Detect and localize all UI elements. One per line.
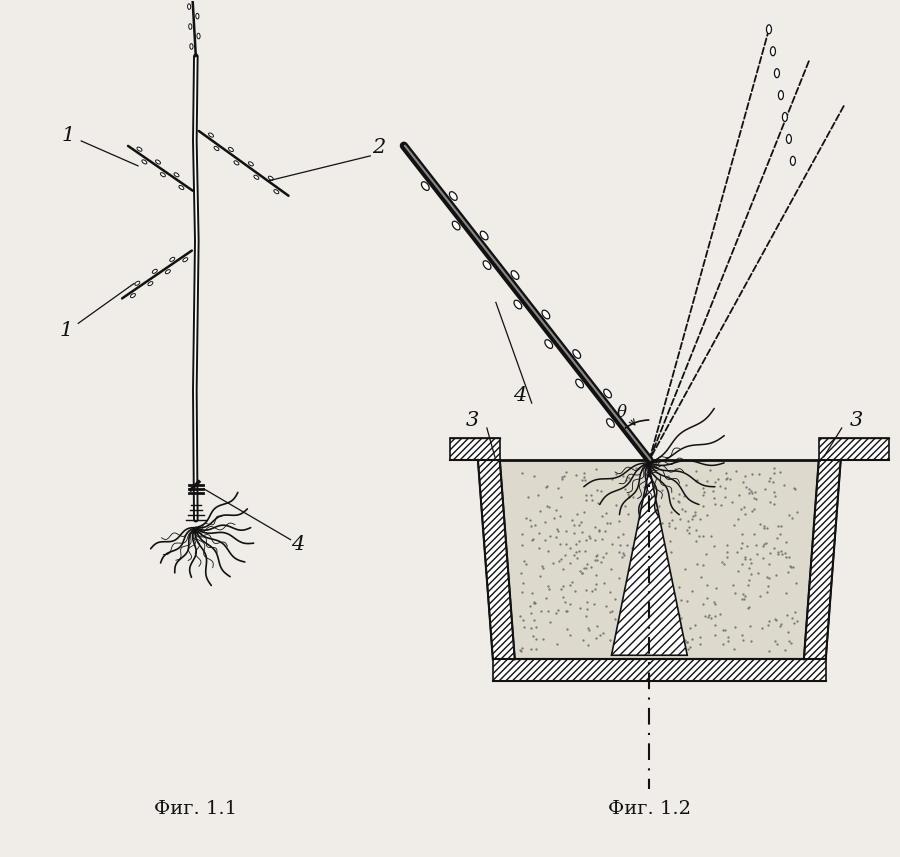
Ellipse shape (453, 221, 460, 230)
Ellipse shape (196, 14, 199, 19)
Ellipse shape (778, 91, 783, 99)
Ellipse shape (787, 135, 791, 143)
Ellipse shape (268, 177, 274, 180)
Ellipse shape (170, 257, 175, 261)
Ellipse shape (770, 47, 776, 56)
Ellipse shape (254, 175, 259, 179)
Ellipse shape (421, 182, 429, 190)
Ellipse shape (189, 24, 192, 29)
Polygon shape (493, 659, 826, 681)
Text: 3: 3 (465, 411, 479, 429)
Ellipse shape (604, 389, 611, 398)
Ellipse shape (160, 172, 166, 177)
Polygon shape (478, 460, 515, 659)
Text: 2: 2 (372, 139, 385, 158)
Text: 3: 3 (850, 411, 863, 429)
Ellipse shape (187, 3, 191, 9)
Polygon shape (450, 438, 500, 460)
Ellipse shape (135, 281, 140, 285)
Ellipse shape (573, 350, 580, 358)
Ellipse shape (130, 294, 135, 297)
Ellipse shape (607, 419, 615, 428)
Ellipse shape (156, 160, 160, 164)
Ellipse shape (148, 282, 153, 285)
Ellipse shape (542, 310, 550, 319)
Ellipse shape (449, 192, 457, 201)
Ellipse shape (137, 147, 142, 151)
Ellipse shape (576, 380, 583, 388)
Text: θ: θ (616, 404, 626, 421)
Ellipse shape (774, 69, 779, 78)
Ellipse shape (214, 147, 219, 151)
Ellipse shape (142, 160, 147, 164)
Polygon shape (804, 460, 841, 659)
Ellipse shape (234, 161, 238, 165)
Ellipse shape (183, 258, 188, 261)
Ellipse shape (544, 339, 553, 349)
Text: 4: 4 (513, 386, 526, 405)
Ellipse shape (166, 270, 170, 273)
Ellipse shape (197, 33, 200, 39)
Ellipse shape (481, 231, 488, 240)
Polygon shape (500, 460, 819, 659)
Text: Фиг. 1.1: Фиг. 1.1 (154, 800, 238, 818)
Ellipse shape (511, 271, 519, 279)
Text: Фиг. 1.2: Фиг. 1.2 (608, 800, 691, 818)
Ellipse shape (209, 133, 213, 137)
Ellipse shape (483, 261, 490, 269)
Ellipse shape (782, 112, 788, 122)
Ellipse shape (190, 44, 193, 49)
Ellipse shape (179, 185, 184, 189)
Polygon shape (819, 438, 888, 460)
Ellipse shape (248, 162, 253, 166)
Text: 4: 4 (291, 535, 304, 554)
Text: 1: 1 (59, 321, 73, 340)
Ellipse shape (152, 269, 158, 273)
Ellipse shape (274, 189, 279, 194)
Ellipse shape (174, 173, 179, 177)
Ellipse shape (514, 300, 522, 309)
Polygon shape (611, 468, 688, 656)
Ellipse shape (229, 147, 233, 152)
Ellipse shape (790, 156, 796, 165)
Text: 1: 1 (61, 127, 75, 146)
Ellipse shape (767, 25, 771, 33)
